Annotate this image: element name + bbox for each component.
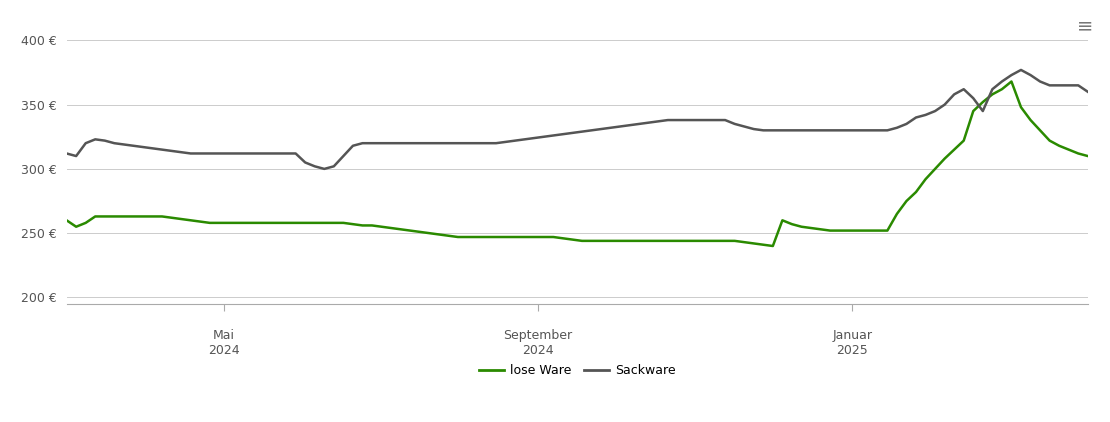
Text: Mai
2024: Mai 2024	[208, 329, 240, 357]
Text: September
2024: September 2024	[503, 329, 573, 357]
Text: ≡: ≡	[1077, 17, 1093, 36]
Text: Januar
2025: Januar 2025	[832, 329, 872, 357]
Legend: lose Ware, Sackware: lose Ware, Sackware	[474, 360, 680, 382]
